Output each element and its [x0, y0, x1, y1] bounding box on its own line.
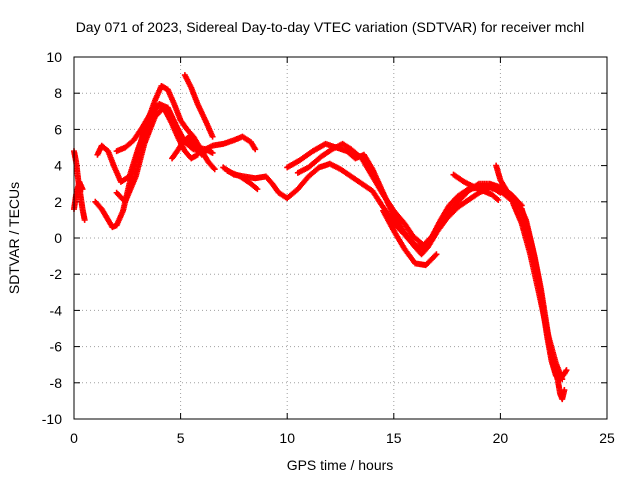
- y-tick-label: 0: [54, 230, 62, 246]
- plot-frame: [73, 56, 608, 420]
- x-axis-ticks: 0 5 10 15 20 25: [70, 57, 615, 446]
- x-tick-label: 20: [493, 430, 509, 446]
- data-point: [561, 387, 568, 394]
- y-tick-label: 2: [54, 194, 62, 210]
- x-axis-label: GPS time / hours: [287, 457, 394, 473]
- data-point: [559, 376, 566, 383]
- y-tick-label: -2: [50, 266, 63, 282]
- series-arc-17: [510, 200, 566, 383]
- y-tick-label: 10: [46, 49, 62, 65]
- x-tick-label: 15: [386, 430, 402, 446]
- chart-title: Day 071 of 2023, Sidereal Day-to-day VTE…: [76, 19, 585, 35]
- x-tick-label: 10: [279, 430, 295, 446]
- x-tick-label: 0: [70, 430, 78, 446]
- data-point: [563, 367, 570, 374]
- x-tick-label: 5: [177, 430, 185, 446]
- data-point: [252, 146, 259, 153]
- data-point: [209, 133, 216, 140]
- y-axis-label: SDTVAR / TECUs: [6, 182, 22, 294]
- x-tick-label: 25: [599, 430, 615, 446]
- series-arc-8: [181, 72, 216, 140]
- data-point: [254, 186, 261, 193]
- y-axis-ticks: -10 -8 -6 -4 -2 0 2 4 6 8 10: [42, 49, 607, 427]
- data-point: [497, 189, 504, 196]
- data-point: [495, 196, 502, 203]
- data-point: [209, 149, 216, 156]
- data-points: [71, 72, 570, 403]
- y-tick-label: 8: [54, 85, 62, 101]
- y-tick-label: -8: [50, 375, 63, 391]
- data-point: [433, 251, 440, 258]
- series-arc-2: [71, 178, 86, 213]
- y-tick-label: 6: [54, 121, 62, 137]
- series-arc-10: [224, 168, 261, 193]
- y-tick-label: -6: [50, 339, 63, 355]
- y-tick-label: -4: [50, 302, 63, 318]
- y-tick-label: -10: [42, 411, 62, 427]
- series-arc-13: [380, 207, 440, 269]
- y-tick-label: 4: [54, 158, 62, 174]
- data-point: [205, 146, 212, 153]
- data-point: [211, 166, 218, 173]
- series-arc-14: [450, 171, 502, 203]
- data-point: [79, 186, 86, 193]
- data-point: [81, 216, 88, 223]
- series-arc-7: [169, 133, 212, 162]
